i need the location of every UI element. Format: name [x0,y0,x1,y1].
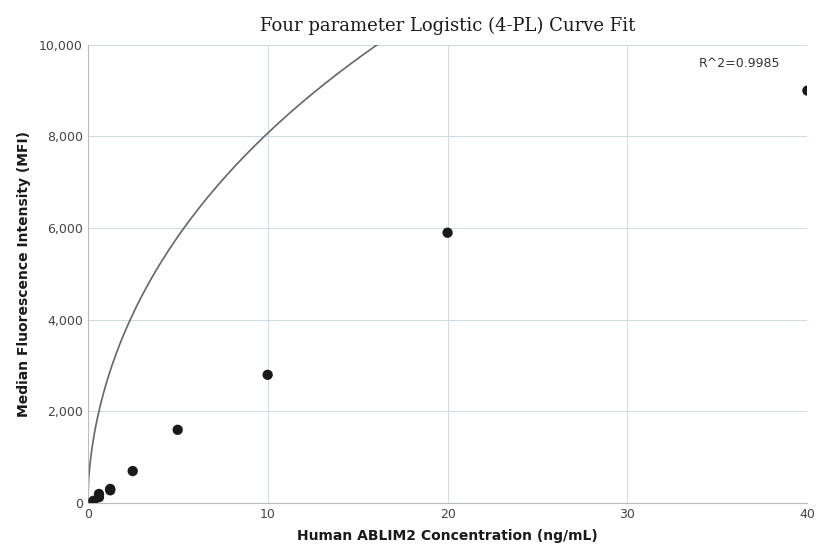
Point [171,426,185,435]
Point [92,493,106,502]
Point [87,496,100,505]
Y-axis label: Median Fluorescence Intensity (MFI): Median Fluorescence Intensity (MFI) [17,131,31,417]
Point [126,466,140,475]
Point [92,489,106,498]
Point [441,228,454,237]
Point [103,486,116,495]
Text: R^2=0.9985: R^2=0.9985 [699,57,780,70]
X-axis label: Human ABLIM2 Concentration (ng/mL): Human ABLIM2 Concentration (ng/mL) [297,529,598,543]
Point [103,484,116,493]
Title: Four parameter Logistic (4-PL) Curve Fit: Four parameter Logistic (4-PL) Curve Fit [260,17,636,35]
Point [800,86,814,95]
Point [261,370,275,379]
